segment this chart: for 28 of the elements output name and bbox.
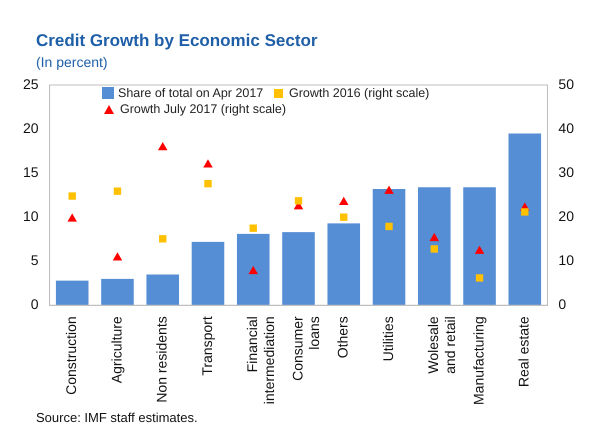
- y2-tick-label: 40: [558, 120, 574, 136]
- x-tick-label: Wolesale and retail: [425, 316, 458, 374]
- x-tick-label: Construction: [63, 316, 80, 395]
- y-tick-label: 15: [22, 164, 39, 180]
- x-tick-label: Utilities: [380, 316, 396, 362]
- y2-tick-label: 30: [558, 164, 574, 180]
- y2-tick-label: 0: [558, 296, 566, 312]
- chart-subtitle: (In percent): [36, 54, 108, 70]
- x-tick-label: Non residents: [154, 316, 170, 403]
- x-tick-label: Financial intermediation: [244, 316, 277, 404]
- y2-tick-label: 10: [558, 252, 574, 268]
- y-tick-label: 0: [30, 296, 39, 312]
- x-tick-label: Others: [334, 316, 351, 358]
- y2-tick-label: 20: [558, 208, 574, 224]
- source-note: Source: IMF staff estimates.: [36, 410, 198, 425]
- x-tick-label: Agriculture: [108, 316, 124, 384]
- x-tick-label: Manufacturing: [470, 316, 486, 405]
- legend-label: Growth July 2017 (right scale): [120, 102, 286, 116]
- legend-label: Growth 2016 (right scale): [289, 86, 430, 100]
- chart-title: Credit Growth by Economic Sector: [36, 31, 318, 51]
- y-tick-label: 25: [22, 76, 39, 92]
- y-tick-label: 20: [22, 120, 39, 136]
- x-tick-label: Real estate: [516, 316, 532, 388]
- legend-label: Share of total on Apr 2017: [118, 86, 264, 100]
- y-tick-label: 5: [30, 252, 39, 268]
- x-tick-label: Transport: [198, 316, 215, 376]
- y2-tick-label: 50: [558, 76, 574, 92]
- y-tick-label: 10: [22, 208, 39, 224]
